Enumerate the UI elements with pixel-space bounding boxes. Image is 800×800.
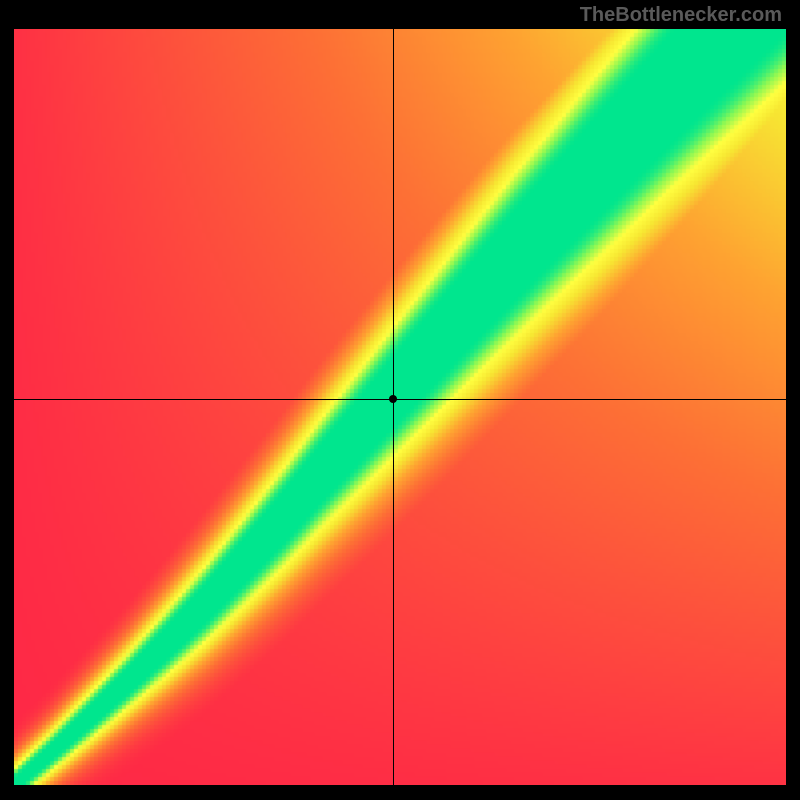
- crosshair-vertical: [393, 29, 394, 785]
- crosshair-horizontal: [14, 399, 786, 400]
- target-dot: [389, 395, 397, 403]
- heatmap-canvas: [14, 29, 786, 785]
- watermark-text: TheBottlenecker.com: [580, 4, 782, 27]
- heatmap-plot: [14, 29, 786, 785]
